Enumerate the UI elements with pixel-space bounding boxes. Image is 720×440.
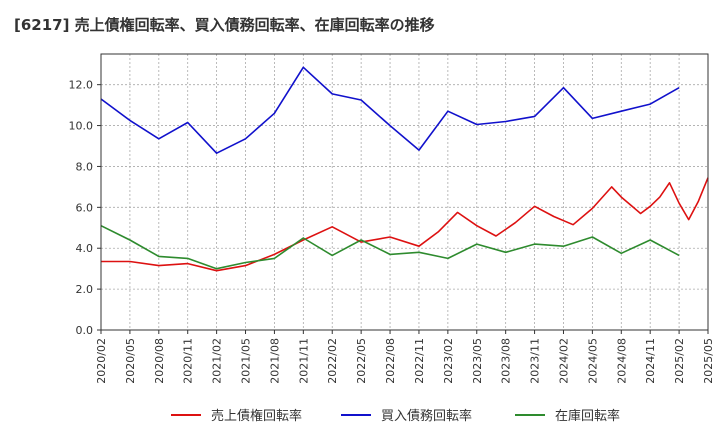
x-tick-label: 2021/05	[240, 338, 253, 384]
x-tick-label: 2023/05	[471, 338, 484, 384]
x-tick-label: 2020/08	[153, 338, 166, 384]
x-axis-ticks: 2020/02 2020/05 2020/08 2020/11 2021/02 2021/…	[95, 330, 715, 384]
y-tick-label: 4.0	[76, 242, 94, 255]
chart-title: [6217] 売上債権回転率、買入債務回転率、在庫回転率の推移	[14, 16, 435, 34]
series-lines	[100, 66, 709, 272]
legend-label: 買入債務回転率	[381, 408, 472, 424]
x-tick-label: 2025/02	[673, 338, 686, 384]
series-line-2	[100, 66, 680, 154]
x-tick-label: 2022/02	[326, 338, 339, 384]
x-tick-label: 2020/05	[124, 338, 137, 384]
x-tick-label: 2020/02	[95, 338, 108, 384]
x-tick-label: 2021/02	[211, 338, 224, 384]
axes	[100, 53, 709, 331]
y-tick-label: 6.0	[76, 201, 94, 214]
legend: 売上債権回転率 買入債務回転率 在庫回転率	[171, 408, 620, 424]
y-axis-ticks: 0.0 2.0 4.0 6.0 8.0 10.0 12.0	[69, 79, 101, 337]
legend-label: 売上債権回転率	[211, 408, 302, 424]
x-tick-label: 2024/05	[586, 338, 599, 384]
x-tick-label: 2020/11	[182, 338, 195, 384]
y-tick-label: 8.0	[76, 160, 94, 173]
series-line-3	[100, 224, 680, 270]
x-tick-label: 2021/11	[297, 338, 310, 384]
series-line-1	[101, 177, 709, 272]
x-tick-label: 2024/08	[615, 338, 628, 384]
x-tick-label: 2025/05	[702, 338, 715, 384]
x-tick-label: 2023/02	[442, 338, 455, 384]
x-tick-label: 2024/11	[644, 338, 657, 384]
x-tick-label: 2022/05	[355, 338, 368, 384]
y-tick-label: 0.0	[76, 324, 94, 337]
x-tick-label: 2022/08	[384, 338, 397, 384]
x-tick-label: 2023/08	[500, 338, 513, 384]
x-tick-label: 2024/02	[557, 338, 570, 384]
x-tick-label: 2021/08	[268, 338, 281, 384]
plot-frame	[100, 53, 709, 331]
y-tick-label: 12.0	[69, 79, 94, 92]
legend-label: 在庫回転率	[555, 408, 620, 424]
x-tick-label: 2023/11	[529, 338, 542, 384]
x-tick-label: 2022/11	[413, 338, 426, 384]
y-tick-label: 2.0	[76, 283, 94, 296]
y-tick-label: 10.0	[69, 120, 94, 133]
